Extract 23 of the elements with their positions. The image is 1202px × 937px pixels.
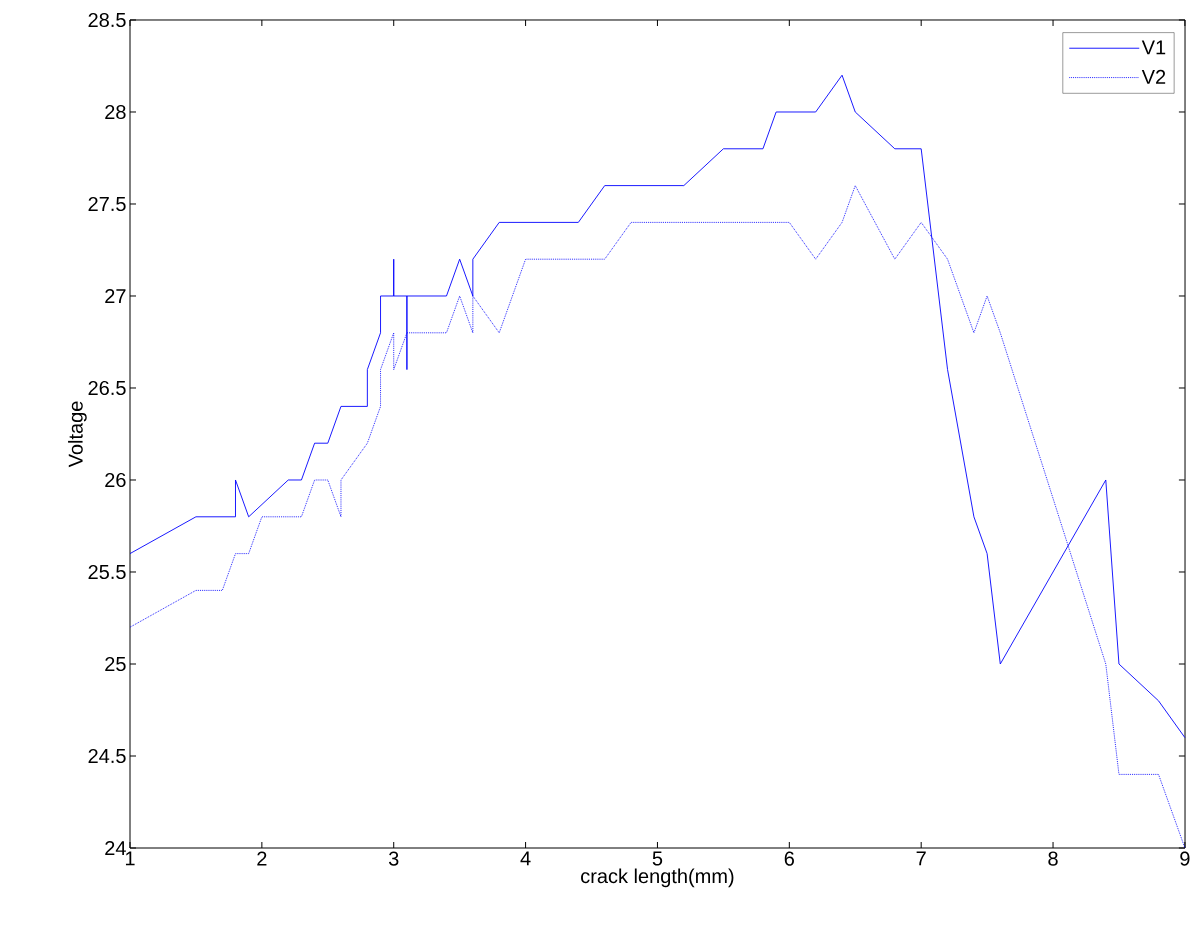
x-tick-label: 3 — [388, 851, 399, 866]
y-tick-label: 25 — [105, 656, 126, 672]
x-tick-label: 2 — [257, 851, 267, 866]
y-tick-label: 25.5 — [88, 564, 126, 580]
y-tick-label: 28 — [105, 104, 126, 120]
y-tick-label: 26.5 — [88, 380, 126, 396]
x-tick-label: 8 — [1048, 851, 1058, 866]
legend-label: V2 — [1141, 69, 1166, 84]
x-tick-label: 9 — [1180, 851, 1190, 866]
y-tick-label: 28.5 — [88, 12, 126, 28]
y-tick-label: 24.5 — [88, 748, 126, 764]
legend-label: V1 — [1141, 40, 1166, 55]
y-tick-label: 27 — [105, 289, 126, 303]
y-tick-label: 24 — [105, 841, 126, 855]
x-axis-title: crack length(mm) — [581, 868, 734, 888]
x-tick-label: 1 — [125, 851, 135, 866]
x-tick-label: 6 — [784, 851, 794, 866]
x-tick-label: 4 — [520, 851, 531, 866]
x-tick-label: 5 — [652, 851, 663, 866]
y-axis-title: Voltage — [68, 401, 87, 468]
y-tick-label: 27.5 — [88, 196, 126, 212]
y-tick-label: 26 — [105, 472, 126, 488]
x-tick-label: 7 — [916, 851, 926, 866]
